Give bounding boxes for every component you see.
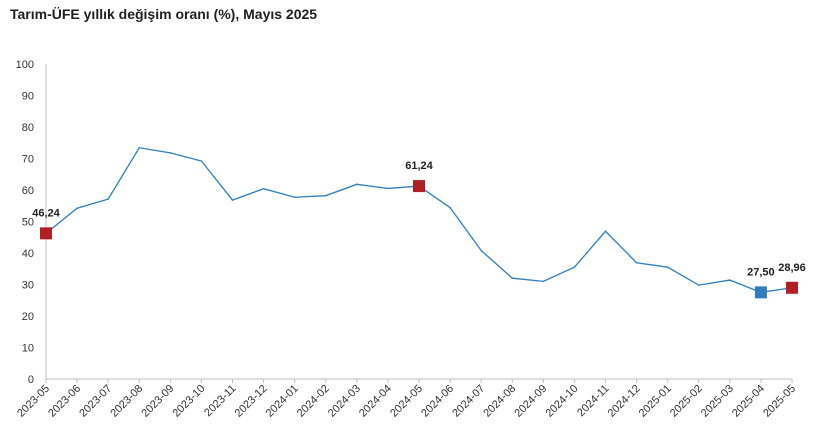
data-point [262, 187, 265, 190]
data-label: 61,24 [405, 160, 433, 172]
data-label: 27,50 [747, 266, 775, 278]
x-tick-label: 2023-11 [202, 383, 238, 419]
x-tick-label: 2025-05 [761, 383, 798, 420]
data-point [107, 198, 109, 200]
y-tick-label: 100 [16, 59, 34, 71]
x-tick-label: 2024-11 [575, 383, 611, 419]
y-tick-label: 10 [22, 343, 34, 355]
data-point [480, 249, 482, 252]
data-point [169, 152, 172, 154]
y-tick-label: 50 [22, 217, 34, 229]
data-point [511, 277, 514, 280]
x-tick-label: 2024-06 [419, 383, 456, 420]
x-axis: 2023-052023-062023-072023-082023-092023-… [15, 378, 798, 420]
x-tick-label: 2025-03 [699, 383, 736, 420]
x-tick-label: 2024-02 [295, 383, 332, 420]
y-tick-label: 30 [22, 280, 34, 292]
x-tick-label: 2023-10 [171, 383, 208, 420]
x-tick-label: 2024-09 [512, 383, 549, 420]
data-point [729, 279, 731, 281]
x-tick-label: 2023-07 [77, 383, 114, 420]
x-tick-label: 2024-08 [481, 383, 518, 420]
x-tick-label: 2024-04 [357, 383, 394, 420]
x-tick-label: 2024-01 [264, 383, 301, 420]
chart-title: Tarım-ÜFE yıllık değişim oranı (%), Mayı… [10, 6, 318, 22]
data-point [387, 187, 389, 190]
y-tick-label: 20 [22, 311, 34, 323]
y-tick-label: 40 [22, 248, 34, 260]
data-label: 46,24 [32, 207, 60, 219]
x-tick-label: 2023-06 [46, 383, 83, 420]
data-point [449, 206, 451, 209]
data-point [356, 183, 358, 186]
x-tick-label: 2024-07 [450, 383, 487, 420]
x-tick-label: 2023-05 [15, 383, 52, 420]
data-point [293, 196, 296, 199]
data-point [666, 266, 669, 268]
highlight-marker [754, 286, 767, 299]
x-tick-label: 2025-01 [637, 383, 674, 420]
data-point [573, 266, 576, 268]
x-tick-label: 2023-09 [139, 383, 176, 420]
highlight-marker [40, 227, 52, 240]
x-tick-label: 2024-12 [606, 383, 643, 420]
x-tick-label: 2025-02 [668, 383, 705, 420]
highlight-marker [413, 180, 425, 193]
data-point [200, 160, 203, 162]
y-tick-label: 0 [28, 374, 34, 386]
x-tick-label: 2024-03 [326, 383, 363, 420]
marker-layer [40, 180, 798, 299]
y-tick-label: 90 [22, 91, 34, 103]
data-point [324, 194, 327, 197]
x-tick-label: 2023-08 [108, 383, 145, 420]
data-point [604, 230, 607, 233]
y-tick-label: 80 [22, 122, 34, 134]
x-tick-label: 2023-12 [233, 383, 270, 420]
x-tick-label: 2024-05 [388, 383, 425, 420]
y-axis: 0 10 20 30 40 50 60 70 80 90 100 [16, 59, 47, 386]
data-point [138, 146, 141, 149]
highlight-marker [786, 281, 798, 294]
data-point [76, 207, 78, 210]
data-point [542, 280, 545, 283]
data-point [231, 199, 234, 201]
y-tick-label: 70 [22, 154, 34, 166]
data-point [697, 284, 700, 286]
y-tick-label: 60 [22, 185, 34, 197]
label-layer: 46,24 61,24 27,50 28,96 [32, 160, 806, 278]
data-label: 28,96 [778, 262, 806, 274]
data-point [635, 261, 638, 264]
x-tick-label: 2024-10 [544, 383, 581, 420]
x-tick-label: 2025-04 [730, 383, 767, 420]
